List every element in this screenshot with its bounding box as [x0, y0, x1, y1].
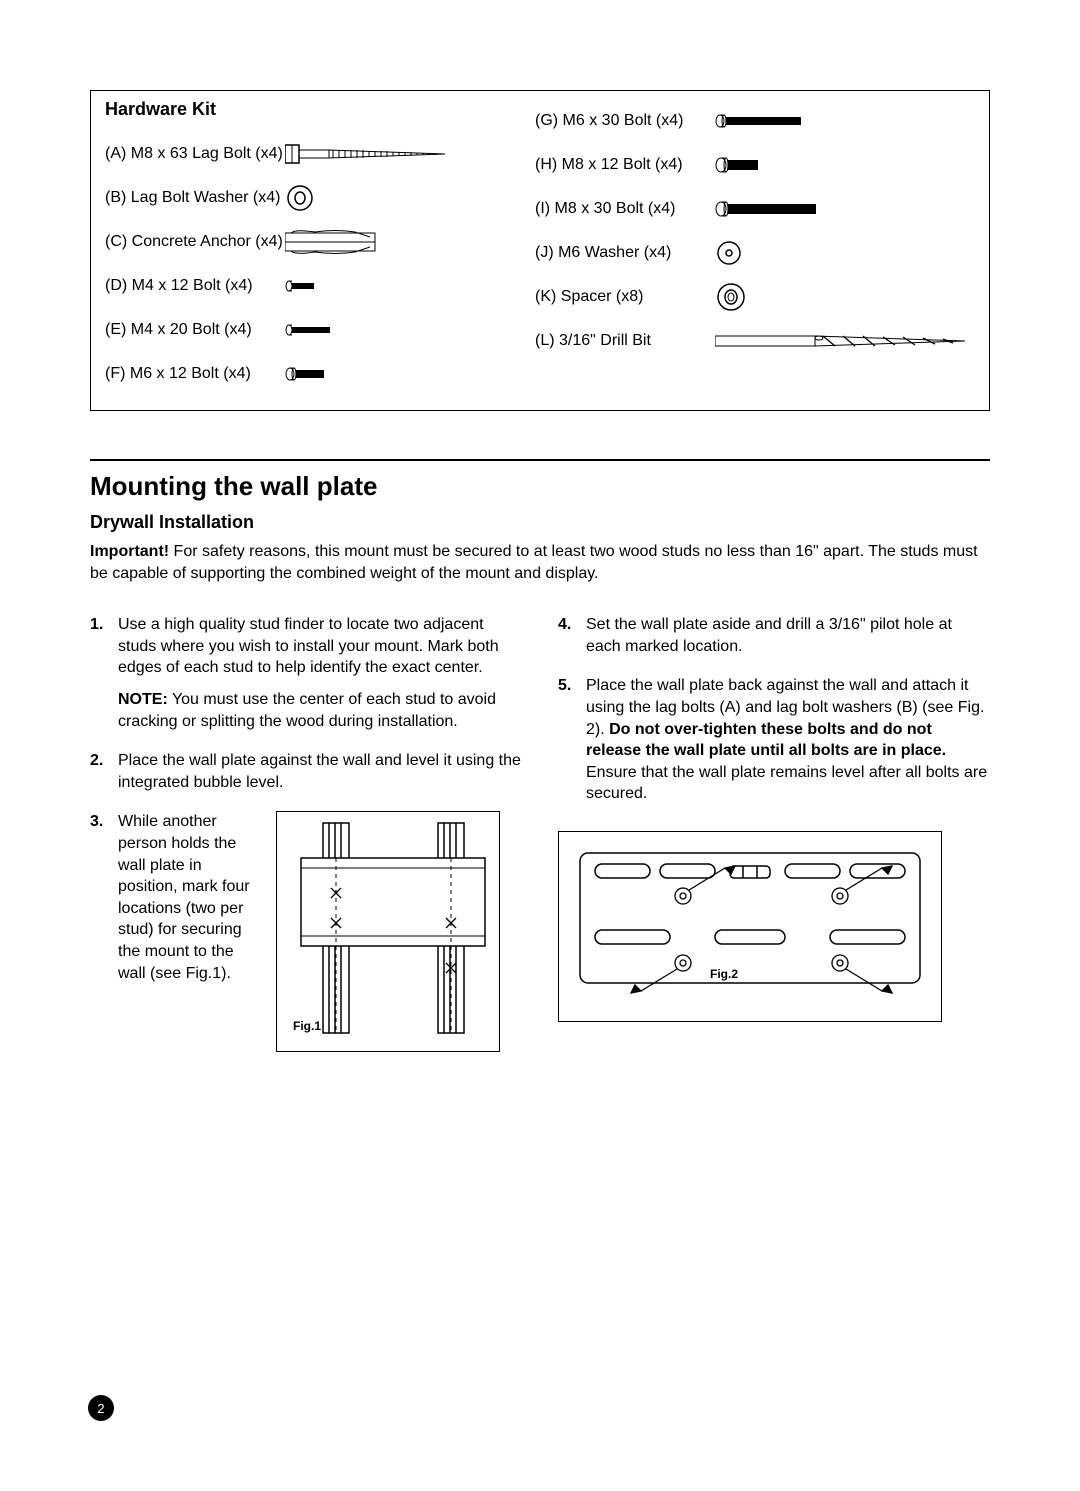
hw-label: (E) M4 x 20 Bolt (x4)	[105, 321, 285, 339]
step-item: While another person holds the wall plat…	[90, 811, 522, 1052]
step-text: Ensure that the wall plate remains level…	[586, 764, 987, 803]
section-title: Mounting the wall plate	[90, 471, 990, 502]
step-item: Place the wall plate back against the wa…	[558, 675, 990, 805]
lag-bolt-icon	[285, 143, 535, 165]
bolt-icon	[285, 323, 535, 337]
step-item: Use a high quality stud finder to locate…	[90, 614, 522, 732]
important-text: For safety reasons, this mount must be s…	[90, 543, 978, 582]
bolt-icon	[285, 279, 535, 293]
spacer-icon	[715, 281, 975, 313]
figure-1: Fig.1	[276, 811, 500, 1052]
washer-icon	[715, 239, 975, 267]
step-bold: Do not over-tighten these bolts and do n…	[586, 721, 946, 760]
important-label: Important!	[90, 543, 169, 560]
bolt-icon	[285, 366, 535, 382]
step-text: Use a high quality stud finder to locate…	[118, 616, 499, 676]
hw-item: (L) 3/16" Drill Bit	[535, 319, 975, 363]
hw-item: (I) M8 x 30 Bolt (x4)	[535, 187, 975, 231]
step-text: While another person holds the wall plat…	[118, 811, 258, 984]
hw-label: (K) Spacer (x8)	[535, 288, 715, 306]
figure-2: Fig.2	[558, 831, 942, 1022]
step-item: Set the wall plate aside and drill a 3/1…	[558, 614, 990, 657]
hw-label: (I) M8 x 30 Bolt (x4)	[535, 200, 715, 218]
hw-item: (D) M4 x 12 Bolt (x4)	[105, 264, 535, 308]
step-text: Set the wall plate aside and drill a 3/1…	[586, 616, 952, 655]
hw-label: (D) M4 x 12 Bolt (x4)	[105, 277, 285, 295]
hw-item: (F) M6 x 12 Bolt (x4)	[105, 352, 535, 396]
hw-item: (G) M6 x 30 Bolt (x4)	[535, 99, 975, 143]
hw-label: (A) M8 x 63 Lag Bolt (x4)	[105, 145, 285, 163]
section-subtitle: Drywall Installation	[90, 512, 990, 533]
hw-item: (E) M4 x 20 Bolt (x4)	[105, 308, 535, 352]
hardware-kit-box: Hardware Kit (A) M8 x 63 Lag Bolt (x4) (…	[90, 90, 990, 411]
hw-item: (B) Lag Bolt Washer (x4)	[105, 176, 535, 220]
important-note: Important! For safety reasons, this moun…	[90, 541, 990, 584]
hw-label: (H) M8 x 12 Bolt (x4)	[535, 156, 715, 174]
fig2-label: Fig.2	[710, 967, 738, 981]
anchor-icon	[285, 229, 535, 255]
section-divider	[90, 459, 990, 461]
step-note: NOTE: You must use the center of each st…	[118, 689, 522, 732]
hw-item: (J) M6 Washer (x4)	[535, 231, 975, 275]
drill-bit-icon	[715, 333, 975, 349]
fig1-label: Fig.1	[293, 1019, 321, 1033]
hw-item: (A) M8 x 63 Lag Bolt (x4)	[105, 132, 535, 176]
hardware-kit-title: Hardware Kit	[105, 99, 535, 120]
hw-item: (C) Concrete Anchor (x4)	[105, 220, 535, 264]
step-item: Place the wall plate against the wall an…	[90, 750, 522, 793]
hw-item: (H) M8 x 12 Bolt (x4)	[535, 143, 975, 187]
hw-label: (B) Lag Bolt Washer (x4)	[105, 189, 285, 207]
bolt-icon	[715, 200, 975, 218]
hw-item: (K) Spacer (x8)	[535, 275, 975, 319]
bolt-icon	[715, 113, 975, 129]
hw-label: (L) 3/16" Drill Bit	[535, 332, 715, 350]
step-text: Place the wall plate against the wall an…	[118, 752, 521, 791]
hw-label: (G) M6 x 30 Bolt (x4)	[535, 112, 715, 130]
hw-label: (C) Concrete Anchor (x4)	[105, 233, 285, 251]
hw-label: (F) M6 x 12 Bolt (x4)	[105, 365, 285, 383]
page-number: 2	[88, 1395, 114, 1421]
hw-label: (J) M6 Washer (x4)	[535, 244, 715, 262]
washer-icon	[285, 183, 535, 213]
bolt-icon	[715, 156, 975, 174]
